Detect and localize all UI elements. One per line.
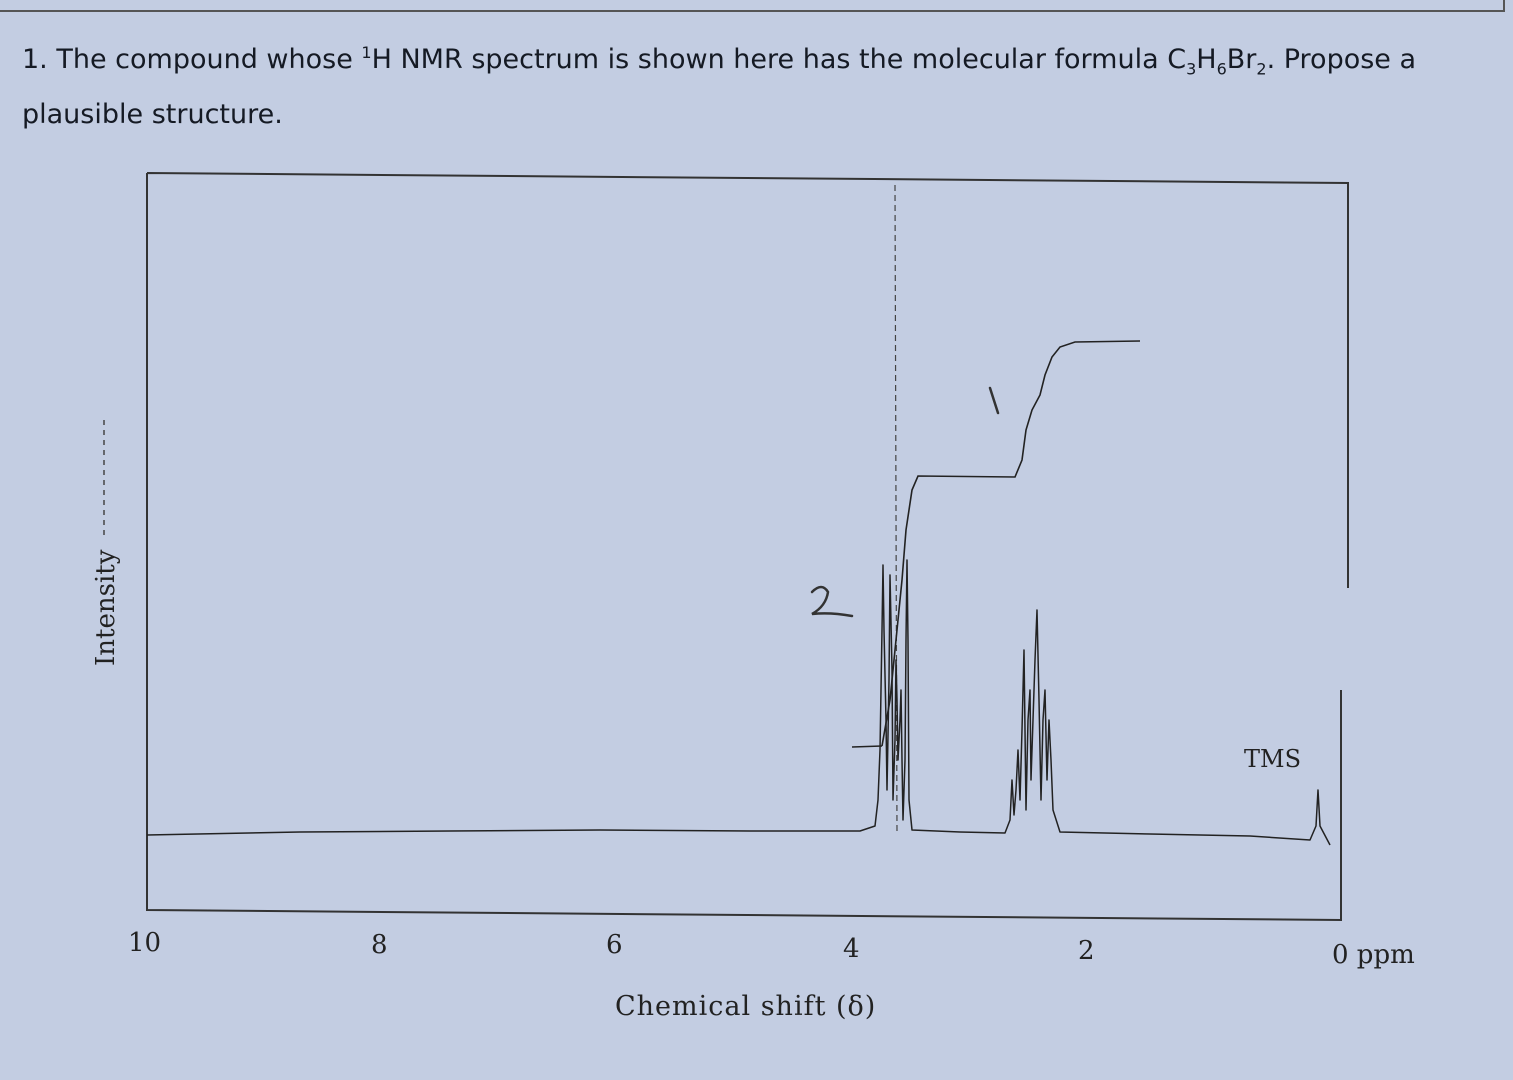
subscript-br: 2	[1256, 59, 1267, 79]
y-axis-title: Intensity	[91, 549, 121, 666]
spectrum-trace	[146, 559, 1331, 846]
formula-h: H	[1196, 44, 1217, 75]
handwritten-2-label	[810, 585, 854, 618]
question-number: 1.	[22, 44, 48, 75]
handwritten-1-label	[988, 386, 1000, 415]
tms-label: TMS	[1244, 745, 1301, 773]
x-tick-label: 0 ppm	[1332, 940, 1415, 970]
question-text-3: . Propose a plausible structure.	[22, 44, 1417, 131]
superscript-1: 1	[361, 43, 372, 62]
formula-br: Br	[1226, 44, 1257, 75]
x-tick-label: 4	[843, 934, 860, 964]
subscript-c: 3	[1186, 59, 1197, 79]
integration-curve	[881, 340, 1141, 747]
x-tick-label: 6	[606, 930, 623, 960]
integration-baseline	[851, 745, 883, 748]
x-tick-label: 10	[128, 928, 161, 958]
plot-frame	[146, 172, 1349, 922]
question-text-1: The compound whose	[56, 44, 362, 75]
top-border	[0, 0, 1505, 12]
subscript-h: 6	[1216, 59, 1227, 79]
x-tick-label: 2	[1078, 936, 1095, 966]
x-axis-title: Chemical shift (δ)	[615, 991, 876, 1022]
question-text-2: H NMR spectrum is shown here has the mol…	[371, 44, 1187, 75]
question-text: 1. The compound whose 1H NMR spectrum is…	[22, 30, 1502, 138]
reference-line	[894, 184, 898, 836]
x-tick-label: 8	[371, 930, 388, 960]
